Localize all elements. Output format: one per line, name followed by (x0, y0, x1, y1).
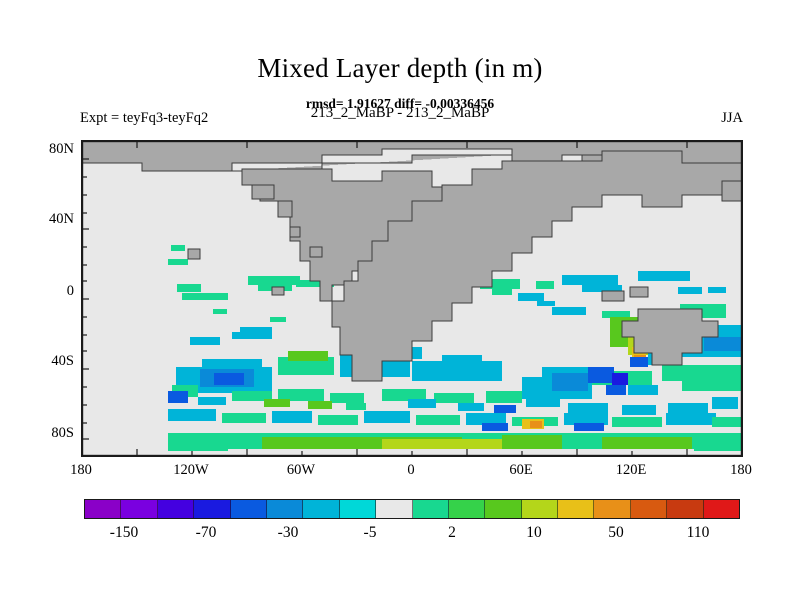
colorbar-segment-17 (703, 500, 740, 518)
colorbar-segments (84, 499, 740, 519)
colorbar-segment-15 (630, 500, 668, 518)
map-plot-area (81, 140, 743, 457)
x-tick-label-180w: 180 (70, 462, 92, 478)
colorbar-segment-9 (412, 500, 449, 518)
colorbar-label-10: 10 (526, 524, 542, 541)
y-tick-label-80s: 80S (51, 425, 74, 441)
colorbar-segment-1 (121, 500, 158, 518)
x-tick-label-180e: 180 (730, 462, 752, 478)
colorbar-label--30: -30 (277, 524, 299, 541)
colorbar-segment-10 (448, 500, 486, 518)
colorbar-label--70: -70 (195, 524, 217, 541)
colorbar-segment-12 (521, 500, 559, 518)
colorbar-segment-8 (376, 500, 413, 518)
y-tick-label-80n: 80N (49, 141, 74, 157)
colorbar-segment-13 (558, 500, 595, 518)
map-raster (82, 141, 742, 456)
x-tick-label-120e: 120E (615, 462, 647, 478)
colorbar-segment-14 (594, 500, 631, 518)
experiment-label: Expt = teyFq3-teyFq2 (80, 110, 209, 126)
y-tick-label-0: 0 (66, 283, 74, 299)
x-tick-label-60w: 60W (286, 462, 316, 478)
colorbar-segment-11 (485, 500, 522, 518)
y-tick-label-40n: 40N (49, 211, 74, 227)
anomaly-contours (168, 245, 742, 451)
colorbar-segment-3 (194, 500, 231, 518)
subtitle-case-names: 213_2_MaBP - 213_2_MaBP (310, 105, 490, 121)
colorbar-segment-0 (85, 500, 122, 518)
colorbar-segment-16 (667, 500, 704, 518)
colorbar-segment-5 (266, 500, 304, 518)
colorbar-segment-7 (339, 500, 377, 518)
subtitle-statistics: rmsd= 1.91627 diff= -0.00336456 (305, 96, 495, 111)
colorbar-label-110: 110 (686, 524, 710, 541)
colorbar-segment-4 (230, 500, 267, 518)
page-title: Mixed Layer depth (in m) (257, 53, 543, 83)
x-tick-label-120w: 120W (173, 462, 209, 478)
x-tick-label-60e: 60E (509, 462, 533, 478)
colorbar-label--150: -150 (109, 524, 139, 541)
colorbar-label--5: -5 (363, 524, 377, 541)
colorbar-segment-6 (303, 500, 340, 518)
land-mask (82, 141, 742, 382)
y-tick-label-40s: 40S (51, 353, 74, 369)
colorbar-label-50: 50 (608, 524, 624, 541)
colorbar (84, 499, 740, 519)
x-tick-label-0: 0 (407, 462, 415, 478)
season-label: JJA (721, 110, 743, 126)
colorbar-label-2: 2 (448, 524, 456, 541)
colorbar-segment-2 (157, 500, 195, 518)
